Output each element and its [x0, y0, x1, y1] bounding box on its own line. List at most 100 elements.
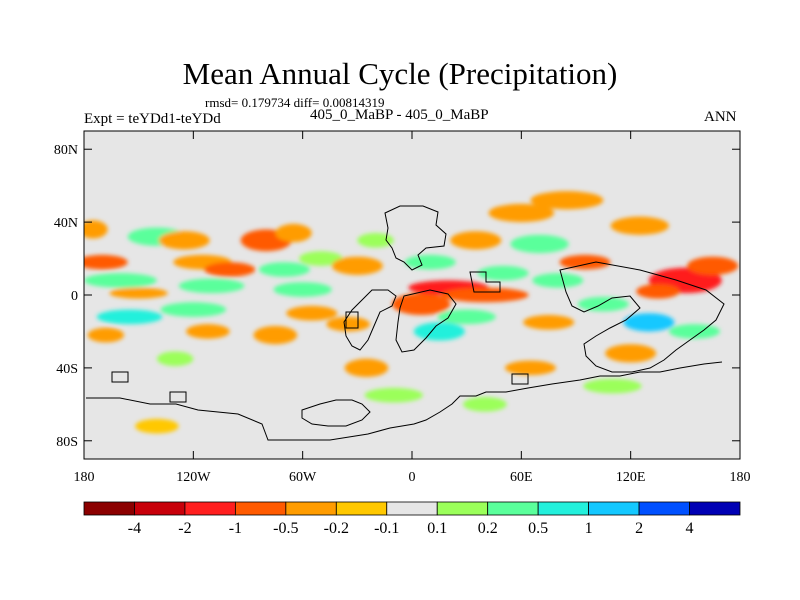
- experiment-label: Expt = teYDd1-teYDd: [84, 111, 221, 127]
- anomaly-field: [84, 191, 739, 434]
- anomaly-patch: [299, 251, 343, 266]
- x-tick-label: 180: [74, 470, 95, 485]
- anomaly-patch: [135, 418, 179, 434]
- continent-outlines: [86, 205, 725, 441]
- colorbar-swatch: [386, 501, 438, 516]
- x-tick-label: 120W: [176, 470, 211, 485]
- colorbar-label: 2: [635, 520, 643, 537]
- colorbar-label: -1: [229, 520, 242, 537]
- anomaly-patch: [160, 302, 227, 317]
- colorbar-label: -4: [128, 520, 141, 537]
- stats-line: rmsd= 0.179734 diff= 0.00814319: [205, 95, 385, 110]
- anomaly-patch: [488, 203, 555, 223]
- colorbar-swatch: [689, 501, 741, 516]
- chart-title: Mean Annual Cycle (Precipitation): [182, 56, 618, 91]
- x-tick-label: 120E: [616, 470, 646, 485]
- anomaly-patch: [84, 273, 157, 288]
- colorbar-label: -2: [178, 520, 191, 537]
- anomaly-patch: [583, 378, 642, 394]
- coastline-lake: [345, 311, 359, 329]
- colorbar-label: -0.1: [374, 520, 399, 537]
- colorbar-swatch: [436, 501, 489, 516]
- y-tick-label: 80S: [56, 435, 78, 450]
- colorbar-label: 0.5: [528, 520, 548, 537]
- anomaly-patch: [437, 309, 496, 325]
- anomaly-patch: [286, 305, 338, 321]
- anomaly-patch: [477, 265, 529, 281]
- anomaly-patch: [450, 231, 502, 250]
- anomaly-patch: [158, 231, 210, 250]
- anomaly-patch: [273, 282, 332, 297]
- colorbar-label: 1: [585, 520, 593, 537]
- anomaly-patch: [156, 351, 194, 367]
- anomaly-patch: [275, 223, 312, 243]
- coastline-africa: [395, 289, 457, 353]
- coastline-small-island-1: [169, 391, 187, 403]
- coastline-south-polar: [86, 361, 723, 441]
- colorbar-swatch: [588, 501, 640, 516]
- colorbar-label: 0.2: [478, 520, 498, 537]
- anomaly-patch: [391, 293, 451, 316]
- colorbar-swatch: [638, 501, 690, 516]
- anomaly-patch: [204, 262, 256, 277]
- y-tick-label: 40N: [54, 216, 78, 231]
- colorbar: -4 -2 -1 -0.5 -0.2 -0.1 0.1 0.2 0.5 1 2 4: [83, 501, 741, 537]
- anomaly-patch: [258, 262, 310, 277]
- coastline-eurasia: [559, 261, 725, 373]
- anomaly-patch: [186, 324, 230, 339]
- anomaly-patch: [687, 256, 739, 275]
- x-tick-label: 60W: [289, 470, 317, 485]
- colorbar-swatch: [234, 501, 287, 516]
- x-tick-label: 180: [730, 470, 751, 485]
- anomaly-patch: [577, 296, 629, 312]
- anomaly-patch: [331, 256, 383, 275]
- anomaly-patch: [610, 216, 669, 235]
- colorbar-swatch: [184, 501, 236, 516]
- coastline-south-inner: [301, 399, 371, 427]
- anomaly-patch: [178, 278, 245, 294]
- axes: 180 120W 60W 0 60E 120E 180 80N 40N 0 40S 80S: [54, 131, 751, 485]
- season-label: ANN: [704, 109, 737, 125]
- coastline-north-america: [384, 205, 447, 271]
- anomaly-patch: [109, 287, 168, 299]
- anomaly-patch: [326, 316, 371, 332]
- x-tick-label: 60E: [510, 470, 533, 485]
- coastline-island-north: [469, 271, 501, 293]
- colorbar-swatch: [134, 501, 186, 516]
- anomaly-patch: [441, 287, 529, 303]
- anomaly-patch: [87, 327, 125, 343]
- colorbar-label: -0.5: [273, 520, 298, 537]
- anomaly-patch: [532, 273, 584, 288]
- anomaly-patch: [463, 397, 507, 412]
- colorbar-label: -0.2: [324, 520, 349, 537]
- anomaly-patch: [559, 254, 611, 270]
- colorbar-swatch: [487, 501, 539, 516]
- anomaly-patch: [504, 360, 556, 376]
- colorbar-swatch: [285, 501, 337, 516]
- anomaly-patch: [404, 254, 456, 270]
- x-tick-label: 0: [409, 470, 416, 485]
- colorbar-label: 0.1: [427, 520, 447, 537]
- anomaly-patch: [636, 284, 680, 299]
- anomaly-patch: [96, 309, 163, 325]
- y-tick-label: 40S: [56, 362, 78, 377]
- anomaly-patch: [623, 313, 675, 332]
- anomaly-patch: [253, 325, 298, 345]
- coastline-small-island-2: [111, 371, 129, 383]
- anomaly-patch: [510, 234, 569, 254]
- anomaly-patch: [413, 322, 465, 341]
- colorbar-swatch: [335, 501, 388, 516]
- anomaly-patch: [344, 358, 389, 377]
- anomaly-patch: [530, 191, 604, 210]
- y-tick-label: 80N: [54, 143, 78, 158]
- anomaly-patch: [357, 233, 394, 248]
- anomaly-patch: [84, 220, 108, 239]
- colorbar-swatch: [83, 501, 135, 516]
- anomaly-patch: [523, 315, 575, 330]
- coastline-small-island-3: [511, 373, 529, 385]
- anomaly-patch: [605, 344, 657, 363]
- case-label: 405_0_MaBP - 405_0_MaBP: [310, 107, 489, 123]
- colorbar-label: 4: [686, 520, 694, 537]
- anomaly-patch: [364, 387, 423, 403]
